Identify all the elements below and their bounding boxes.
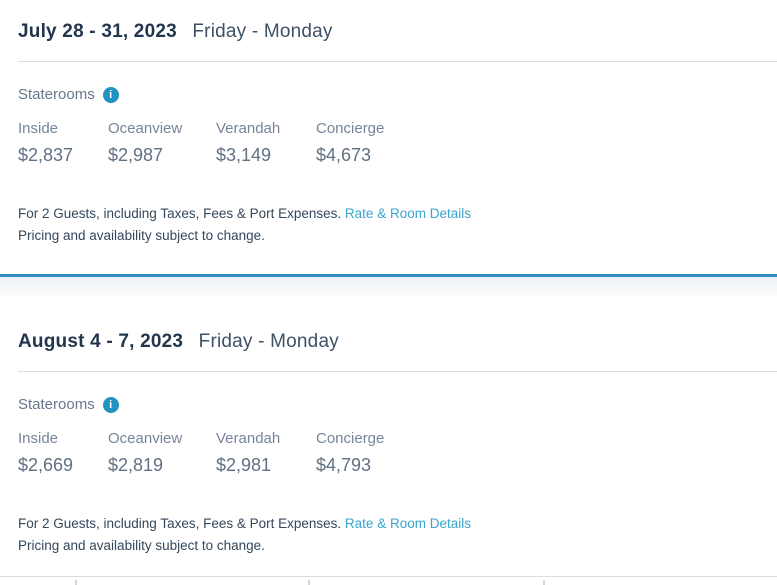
sailing-card-august: August 4 - 7, 2023 Friday - Monday State…	[0, 300, 777, 576]
staterooms-label: Staterooms	[18, 396, 95, 413]
title-divider	[18, 61, 777, 62]
stateroom-price: $2,987	[108, 145, 164, 165]
rate-room-details-link[interactable]: Rate & Room Details	[344, 516, 471, 531]
stateroom-column-oceanview: Oceanview $2,819	[108, 431, 216, 475]
info-icon[interactable]: i	[102, 396, 119, 413]
card-footer: For 2 Guests, including Taxes, Fees & Po…	[18, 203, 759, 274]
table-column-tick	[308, 580, 310, 585]
card-separator-gap	[0, 277, 777, 300]
weekday-range: Friday - Monday	[192, 21, 333, 42]
info-icon[interactable]: i	[102, 86, 119, 103]
pricing-disclaimer-text: Pricing and availability subject to chan…	[18, 228, 265, 243]
guests-disclaimer-text: For 2 Guests, including Taxes, Fees & Po…	[18, 206, 342, 221]
pricing-disclaimer-text: Pricing and availability subject to chan…	[18, 538, 265, 553]
guests-disclaimer-text: For 2 Guests, including Taxes, Fees & Po…	[18, 516, 342, 531]
stateroom-column-concierge: Concierge $4,793	[316, 431, 384, 475]
stateroom-price: $2,981	[216, 455, 272, 475]
sailing-card-july: July 28 - 31, 2023 Friday - Monday State…	[0, 0, 777, 277]
stateroom-category-label: Inside	[18, 120, 59, 137]
stateroom-column-verandah: Verandah $3,149	[216, 121, 316, 165]
stateroom-price: $4,793	[316, 455, 372, 475]
guests-disclaimer-line: For 2 Guests, including Taxes, Fees & Po…	[18, 203, 759, 225]
stateroom-price: $4,673	[316, 145, 372, 165]
clipped-table-edge	[0, 576, 777, 585]
rate-room-details-link[interactable]: Rate & Room Details	[344, 206, 471, 221]
stateroom-price: $2,669	[18, 455, 74, 475]
stateroom-column-concierge: Concierge $4,673	[316, 121, 384, 165]
date-range: July 28 - 31, 2023	[18, 21, 177, 42]
sailing-date-heading: August 4 - 7, 2023 Friday - Monday	[18, 300, 759, 354]
table-column-tick	[543, 580, 545, 585]
staterooms-row: Staterooms i	[18, 86, 759, 103]
stateroom-price-grid: Inside $2,837 Oceanview $2,987 Verandah …	[18, 121, 759, 165]
stateroom-column-oceanview: Oceanview $2,987	[108, 121, 216, 165]
stateroom-price: $3,149	[216, 145, 272, 165]
staterooms-row: Staterooms i	[18, 396, 759, 413]
stateroom-column-inside: Inside $2,669	[18, 431, 108, 475]
stateroom-category-label: Verandah	[216, 120, 281, 137]
date-range: August 4 - 7, 2023	[18, 331, 184, 352]
sailing-date-heading: July 28 - 31, 2023 Friday - Monday	[18, 0, 759, 44]
table-column-tick	[75, 580, 77, 585]
stateroom-category-label: Concierge	[316, 430, 385, 447]
stateroom-category-label: Inside	[18, 430, 59, 447]
title-divider	[18, 371, 777, 372]
stateroom-price-grid: Inside $2,669 Oceanview $2,819 Verandah …	[18, 431, 759, 475]
stateroom-price: $2,837	[18, 145, 74, 165]
card-footer: For 2 Guests, including Taxes, Fees & Po…	[18, 513, 759, 576]
stateroom-price: $2,819	[108, 455, 164, 475]
stateroom-column-verandah: Verandah $2,981	[216, 431, 316, 475]
stateroom-category-label: Concierge	[316, 120, 385, 137]
stateroom-category-label: Oceanview	[108, 430, 183, 447]
stateroom-category-label: Verandah	[216, 430, 281, 447]
stateroom-column-inside: Inside $2,837	[18, 121, 108, 165]
weekday-range: Friday - Monday	[198, 331, 339, 352]
guests-disclaimer-line: For 2 Guests, including Taxes, Fees & Po…	[18, 513, 759, 535]
stateroom-category-label: Oceanview	[108, 120, 183, 137]
staterooms-label: Staterooms	[18, 86, 95, 103]
